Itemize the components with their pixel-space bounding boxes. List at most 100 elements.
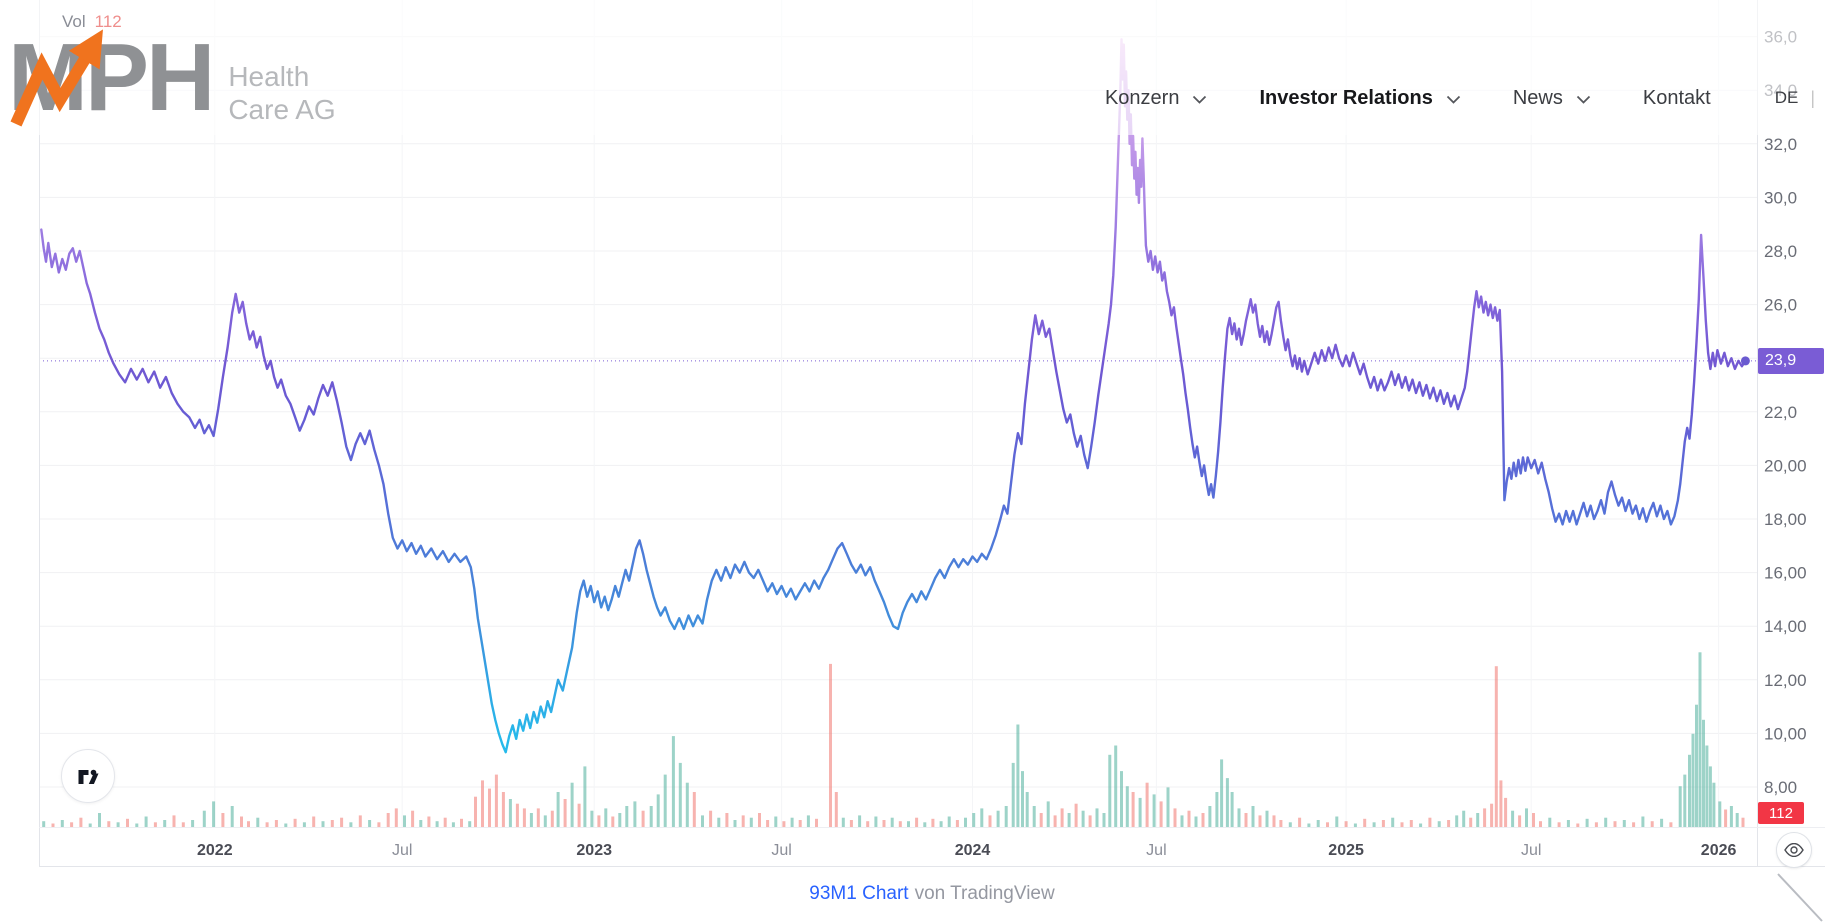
volume-bar: [1613, 821, 1617, 827]
volume-bar: [1114, 745, 1118, 827]
volume-bar: [1594, 822, 1598, 827]
volume-bar: [522, 808, 526, 827]
volume-bar: [1741, 817, 1745, 827]
volume-bar: [386, 813, 390, 827]
volume-bar: [749, 817, 753, 827]
volume-bar: [709, 810, 713, 827]
nav-item-investor-relations[interactable]: Investor Relations: [1259, 87, 1460, 110]
volume-bar: [577, 803, 581, 827]
volume-bar: [1391, 817, 1395, 827]
nav-item-konzern[interactable]: Konzern: [1105, 87, 1208, 110]
volume-bar: [955, 820, 959, 827]
volume-bar: [1201, 813, 1205, 827]
volume-legend-label: Vol: [62, 12, 86, 31]
volume-bar: [1494, 666, 1498, 827]
volume-bar: [1724, 809, 1728, 827]
volume-bar: [931, 818, 935, 827]
company-logo[interactable]: MPH Health Care AG: [8, 26, 336, 130]
volume-bar: [1729, 806, 1733, 827]
volume-bar: [1650, 821, 1654, 827]
volume-bar: [1021, 771, 1024, 827]
volume-bar: [1400, 822, 1404, 827]
volume-bar: [265, 822, 269, 827]
volume-bar: [1712, 782, 1716, 827]
volume-bar: [42, 821, 46, 827]
volume-bar: [611, 816, 615, 827]
volume-bar: [1081, 810, 1085, 827]
volume-bar: [1518, 815, 1522, 828]
volume-bar: [1159, 801, 1163, 827]
volume-bar: [1237, 808, 1241, 827]
volume-bar: [460, 818, 463, 827]
tradingview-watermark[interactable]: [61, 749, 115, 803]
volume-bar: [1152, 794, 1156, 827]
volume-bar: [284, 823, 288, 827]
current-volume-badge: 112: [1758, 802, 1804, 824]
language-selector[interactable]: DE: [1774, 88, 1799, 107]
volume-bar: [1088, 815, 1092, 828]
volume-bar: [1539, 821, 1542, 827]
chevron-down-icon: [1193, 95, 1207, 104]
time-axis[interactable]: 2022 Jul 2023 Jul 2024 Jul 2025 Jul 2026: [197, 842, 1736, 859]
volume-bar: [907, 821, 910, 827]
volume-bar: [1476, 813, 1480, 827]
volume-bar: [529, 813, 533, 827]
price-tick-label: 30,0: [1764, 188, 1797, 207]
volume-bar: [1511, 810, 1515, 827]
volume-bar: [570, 782, 574, 827]
volume-bar: [1208, 806, 1212, 827]
volume-bar: [330, 820, 334, 827]
volume-bar: [882, 820, 886, 827]
toggle-visibility-button[interactable]: [1776, 832, 1812, 868]
volume-bar: [1705, 745, 1709, 827]
time-tick-label: 2026: [1701, 842, 1737, 859]
volume-bar: [191, 820, 195, 827]
volume-bar: [1279, 820, 1283, 827]
price-tick-label: 16,00: [1764, 564, 1807, 583]
volume-bar: [923, 822, 927, 827]
volume-bar: [947, 816, 951, 827]
price-axis[interactable]: 36,034,032,030,028,026,022,020,0018,0016…: [1764, 28, 1807, 797]
volume-bar: [1102, 813, 1106, 827]
volume-bar: [1215, 792, 1219, 827]
volume-bar: [1316, 820, 1320, 827]
volume-bar: [543, 815, 547, 828]
nav-item-label: Kontakt: [1642, 86, 1711, 109]
chart-attribution: 93M1 Chart von TradingView: [39, 883, 1825, 905]
chart-attribution-link[interactable]: 93M1 Chart: [809, 883, 909, 904]
price-tick-label: 14,00: [1764, 617, 1807, 636]
volume-bar: [1698, 652, 1702, 828]
volume-bar: [890, 817, 894, 827]
volume-bar: [1225, 778, 1229, 827]
volume-bar: [1011, 762, 1015, 827]
nav-item-kontakt[interactable]: Kontakt: [1643, 87, 1711, 110]
volume-bar: [293, 818, 297, 827]
volume-bar: [1244, 813, 1248, 827]
volume-bar: [858, 815, 862, 828]
volume-bar: [212, 801, 216, 827]
volume-bar: [1326, 822, 1329, 827]
volume-bar: [550, 810, 554, 827]
volume-bar: [980, 808, 984, 827]
volume-bar: [1683, 774, 1687, 827]
time-tick-label: Jul: [392, 842, 412, 859]
volume-bar: [1025, 792, 1029, 827]
header-overlay: [0, 0, 1825, 135]
volume-bar: [996, 810, 1000, 827]
volume-bar: [1265, 810, 1269, 827]
volume-bar: [798, 820, 802, 827]
price-tick-label: 12,00: [1764, 671, 1807, 690]
volume-bar: [774, 816, 778, 827]
volume-bar: [349, 822, 353, 827]
current-price-value: 23,9: [1765, 351, 1797, 369]
nav-item-news[interactable]: News: [1513, 87, 1591, 110]
volume-bar: [1039, 813, 1043, 827]
volume-bar: [60, 820, 64, 827]
volume-bar: [1016, 724, 1020, 827]
volume-bar: [172, 815, 176, 828]
stock-chart[interactable]: 36,034,032,030,028,026,022,020,0018,0016…: [0, 0, 1825, 868]
volume-bar: [758, 813, 761, 827]
volume-bar: [1145, 782, 1149, 827]
volume-bar: [663, 774, 667, 827]
volume-bar: [815, 818, 818, 827]
